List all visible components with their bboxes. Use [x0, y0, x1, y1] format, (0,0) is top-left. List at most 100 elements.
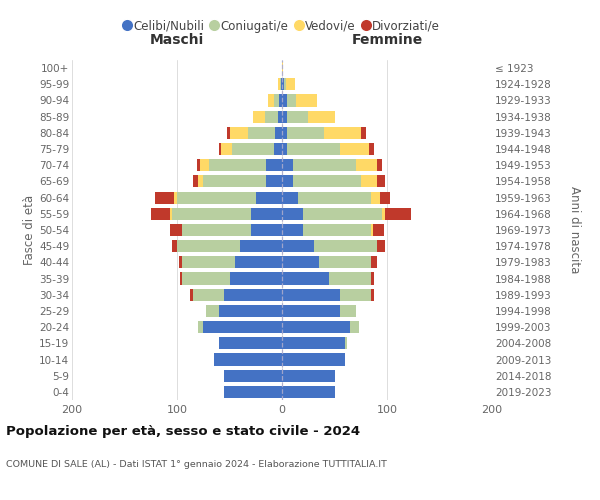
Bar [265, 110, 278, 122]
Bar [177, 192, 256, 203]
Text: Femmine: Femmine [352, 33, 422, 47]
Bar [287, 127, 324, 139]
Bar [155, 192, 174, 203]
Bar [377, 176, 385, 188]
Bar [329, 272, 371, 284]
Bar [340, 305, 355, 317]
Bar [319, 256, 371, 268]
Bar [282, 159, 293, 172]
Bar [345, 338, 347, 349]
Bar [282, 370, 335, 382]
Bar [203, 176, 266, 188]
Legend: Celibi/Nubili, Coniugati/e, Vedovi/e, Divorziati/e: Celibi/Nubili, Coniugati/e, Vedovi/e, Di… [119, 15, 445, 38]
Bar [361, 176, 377, 188]
Bar [268, 94, 274, 106]
Bar [377, 240, 385, 252]
Bar [314, 240, 377, 252]
Bar [182, 272, 229, 284]
Bar [193, 176, 198, 188]
Bar [298, 192, 371, 203]
Bar [287, 94, 296, 106]
Bar [182, 256, 235, 268]
Bar [282, 192, 298, 203]
Bar [224, 370, 282, 382]
Text: Maschi: Maschi [150, 33, 204, 47]
Bar [219, 305, 282, 317]
Bar [282, 94, 287, 106]
Text: COMUNE DI SALE (AL) - Dati ISTAT 1° gennaio 2024 - Elaborazione TUTTITALIA.IT: COMUNE DI SALE (AL) - Dati ISTAT 1° genn… [6, 460, 387, 469]
Bar [193, 288, 224, 301]
Bar [371, 192, 380, 203]
Bar [182, 224, 251, 236]
Bar [282, 338, 345, 349]
Bar [279, 94, 282, 106]
Bar [282, 208, 303, 220]
Bar [371, 272, 374, 284]
Bar [190, 288, 193, 301]
Bar [170, 224, 182, 236]
Bar [293, 176, 361, 188]
Bar [373, 224, 384, 236]
Bar [214, 354, 282, 366]
Bar [206, 305, 219, 317]
Bar [282, 110, 287, 122]
Bar [355, 159, 377, 172]
Bar [248, 127, 275, 139]
Bar [340, 288, 371, 301]
Bar [219, 338, 282, 349]
Bar [287, 110, 308, 122]
Bar [251, 224, 282, 236]
Bar [380, 192, 390, 203]
Bar [278, 78, 280, 90]
Bar [266, 159, 282, 172]
Bar [282, 256, 319, 268]
Bar [282, 224, 303, 236]
Bar [224, 288, 282, 301]
Bar [253, 110, 265, 122]
Bar [282, 321, 350, 333]
Bar [282, 78, 284, 90]
Bar [229, 127, 248, 139]
Bar [221, 143, 232, 155]
Bar [227, 127, 229, 139]
Bar [179, 256, 182, 268]
Bar [282, 143, 287, 155]
Bar [350, 321, 359, 333]
Bar [324, 127, 361, 139]
Y-axis label: Fasce di età: Fasce di età [23, 195, 36, 265]
Bar [275, 127, 282, 139]
Bar [274, 143, 282, 155]
Bar [151, 208, 170, 220]
Bar [282, 354, 345, 366]
Bar [274, 94, 279, 106]
Bar [198, 321, 203, 333]
Bar [282, 288, 340, 301]
Bar [287, 143, 340, 155]
Bar [293, 159, 355, 172]
Bar [219, 143, 221, 155]
Bar [256, 192, 282, 203]
Bar [385, 208, 411, 220]
Bar [172, 240, 177, 252]
Bar [172, 208, 251, 220]
Bar [282, 176, 293, 188]
Bar [371, 224, 373, 236]
Bar [282, 305, 340, 317]
Bar [340, 143, 369, 155]
Bar [209, 159, 266, 172]
Bar [229, 272, 282, 284]
Bar [200, 159, 209, 172]
Bar [278, 110, 282, 122]
Bar [240, 240, 282, 252]
Text: Popolazione per età, sesso e stato civile - 2024: Popolazione per età, sesso e stato civil… [6, 425, 360, 438]
Bar [371, 256, 377, 268]
Bar [371, 288, 374, 301]
Bar [382, 208, 385, 220]
Bar [282, 272, 329, 284]
Bar [308, 110, 335, 122]
Bar [282, 127, 287, 139]
Bar [377, 159, 382, 172]
Bar [361, 127, 366, 139]
Bar [286, 78, 295, 90]
Bar [224, 386, 282, 398]
